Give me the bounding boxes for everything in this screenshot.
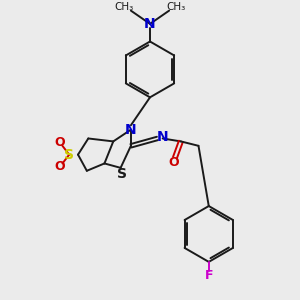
Text: N: N (157, 130, 168, 144)
Text: S: S (64, 148, 74, 162)
Text: O: O (54, 136, 65, 149)
Text: S: S (117, 167, 127, 181)
Text: O: O (54, 160, 65, 173)
Text: CH₃: CH₃ (167, 2, 186, 12)
Text: N: N (144, 17, 156, 31)
Text: N: N (125, 123, 137, 137)
Text: F: F (205, 268, 213, 282)
Text: O: O (168, 156, 179, 170)
Text: CH₃: CH₃ (114, 2, 133, 12)
